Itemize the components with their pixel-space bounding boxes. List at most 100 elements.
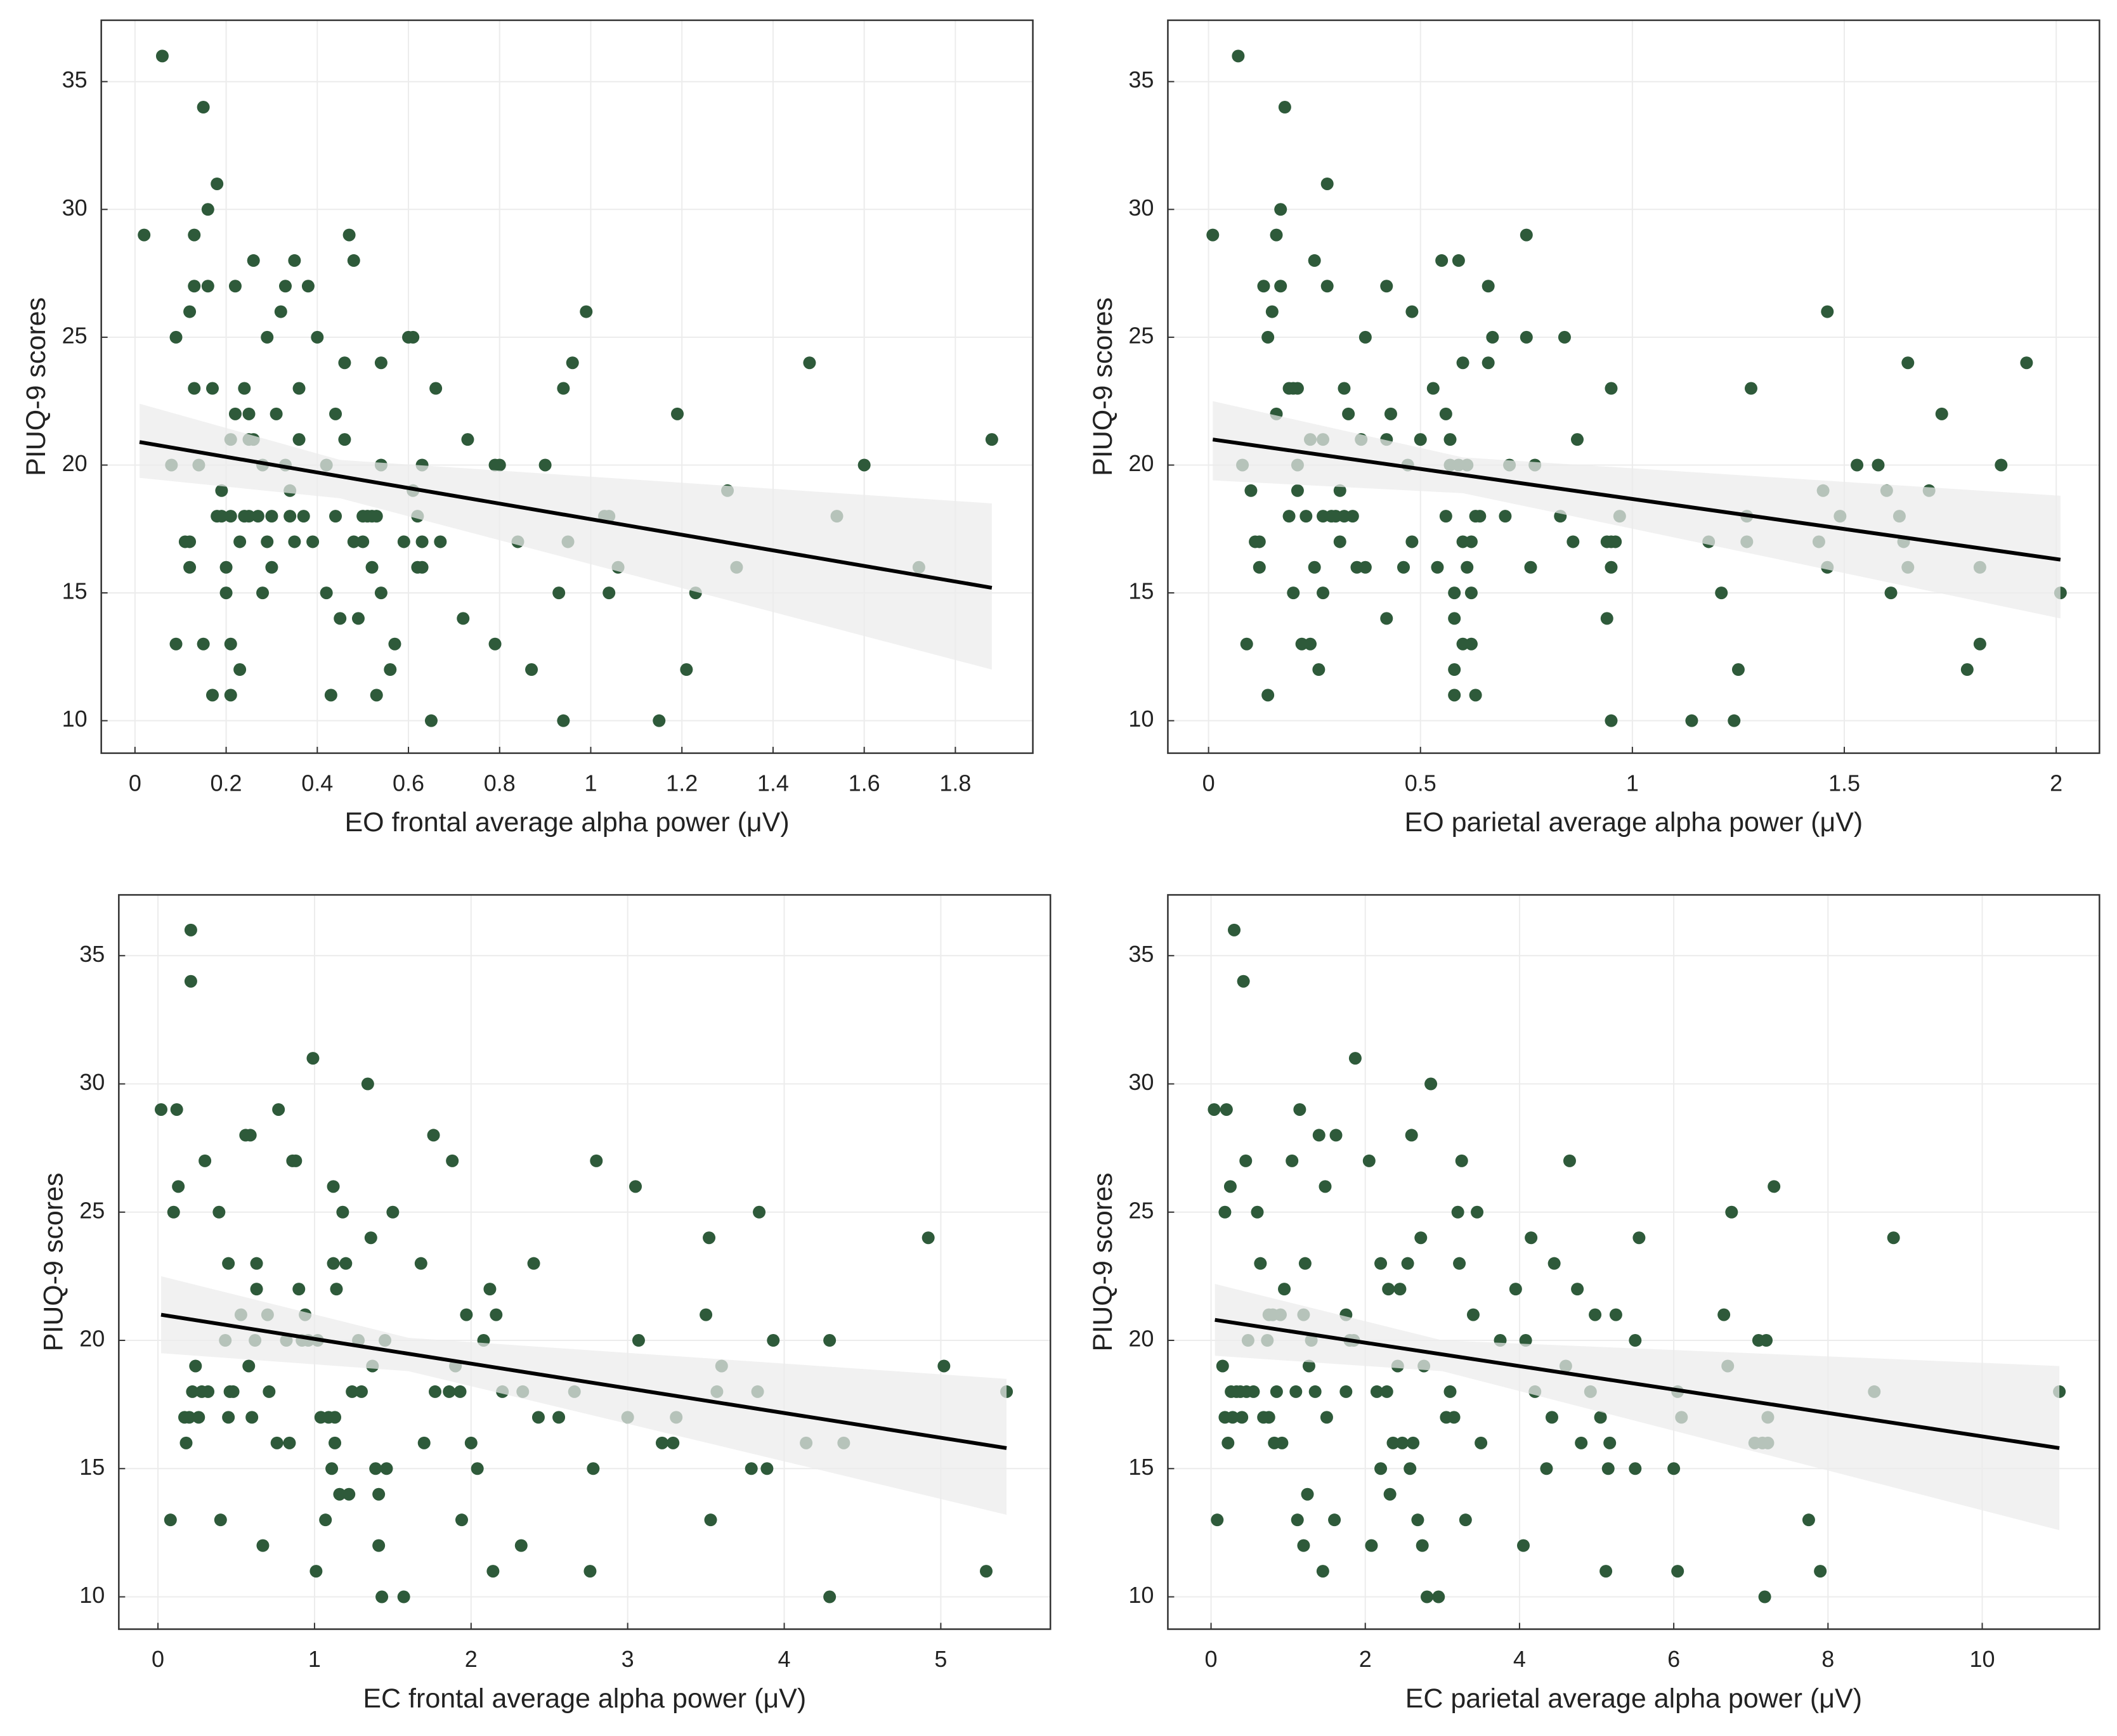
point	[351, 612, 365, 625]
point	[333, 1487, 346, 1501]
point	[183, 305, 197, 318]
point	[1685, 714, 1698, 727]
x-axis-label: EC frontal average alpha power (μV)	[363, 1683, 806, 1714]
point	[1851, 458, 1864, 472]
point	[228, 407, 242, 420]
point	[292, 382, 306, 395]
point	[407, 330, 420, 344]
point	[580, 305, 593, 318]
point	[1486, 330, 1499, 344]
x-tick-label: 0	[129, 770, 141, 796]
point	[164, 1513, 177, 1527]
point	[289, 1154, 303, 1167]
point	[1282, 510, 1296, 523]
point	[2020, 356, 2033, 370]
point	[1362, 1154, 1376, 1167]
point	[1312, 663, 1326, 677]
point	[342, 228, 356, 242]
point	[261, 535, 274, 548]
point	[1475, 1436, 1488, 1449]
point	[1605, 714, 1618, 727]
confidence-band	[1215, 1284, 2060, 1531]
point	[1451, 1205, 1464, 1219]
point	[1448, 586, 1461, 600]
point	[632, 1334, 645, 1347]
x-tick-label: 1.5	[1828, 770, 1860, 796]
x-tick-label: 1	[1626, 770, 1639, 796]
point	[270, 407, 283, 420]
point	[823, 1590, 837, 1603]
point	[700, 1308, 713, 1321]
point	[1482, 356, 1495, 370]
point	[1293, 1103, 1306, 1116]
point	[1605, 382, 1618, 395]
point	[1286, 1154, 1299, 1167]
point	[1358, 330, 1372, 344]
point	[274, 305, 287, 318]
point	[1244, 484, 1258, 497]
point	[238, 382, 251, 395]
point	[1461, 560, 1474, 574]
point	[490, 1308, 503, 1321]
point	[1547, 1257, 1561, 1270]
confidence-band	[1213, 401, 2061, 619]
point	[324, 689, 337, 702]
point	[355, 1385, 368, 1398]
x-tick-label: 0.8	[484, 770, 516, 796]
point	[1995, 458, 2008, 472]
x-tick-label: 1	[308, 1646, 321, 1672]
point	[1297, 1539, 1310, 1552]
point	[288, 254, 301, 267]
point	[1545, 1411, 1558, 1424]
point	[244, 1129, 257, 1142]
fit-line	[1212, 437, 2061, 562]
point	[1717, 1308, 1731, 1321]
point	[1715, 586, 1728, 600]
point	[1270, 228, 1283, 242]
point	[1333, 484, 1346, 497]
point	[922, 1231, 935, 1245]
point	[1452, 254, 1465, 267]
y-axis-label: PIUQ-9 scores	[1088, 1172, 1118, 1351]
point	[415, 560, 429, 574]
point	[460, 1308, 473, 1321]
point	[329, 510, 342, 523]
point	[525, 663, 538, 677]
point	[292, 433, 306, 446]
point	[1421, 1590, 1434, 1603]
point	[306, 1052, 320, 1065]
point	[671, 407, 684, 420]
point	[375, 1590, 389, 1603]
y-tick-label: 25	[62, 322, 88, 348]
point	[1300, 510, 1313, 523]
point	[197, 637, 210, 651]
point	[552, 1411, 566, 1424]
point	[1339, 1385, 1353, 1398]
y-tick-label: 30	[1128, 195, 1154, 221]
point	[242, 407, 256, 420]
point	[767, 1334, 780, 1347]
point	[189, 1359, 202, 1373]
point	[384, 663, 397, 677]
point	[1404, 1462, 1417, 1475]
point	[301, 280, 315, 293]
point	[172, 1180, 185, 1193]
point	[985, 433, 998, 446]
point	[1563, 1154, 1576, 1167]
y-tick-label: 25	[79, 1197, 105, 1223]
point	[703, 1231, 716, 1245]
point	[453, 1385, 467, 1398]
point	[1482, 280, 1495, 293]
point	[1872, 458, 1885, 472]
point	[386, 1205, 400, 1219]
y-tick-label: 35	[1128, 941, 1154, 967]
point	[1235, 1411, 1249, 1424]
point	[514, 1539, 528, 1552]
point	[1405, 535, 1419, 548]
point	[1320, 1411, 1333, 1424]
point	[464, 1436, 478, 1449]
point	[1308, 560, 1321, 574]
point	[1575, 1436, 1588, 1449]
point	[1274, 280, 1287, 293]
point	[1443, 433, 1457, 446]
